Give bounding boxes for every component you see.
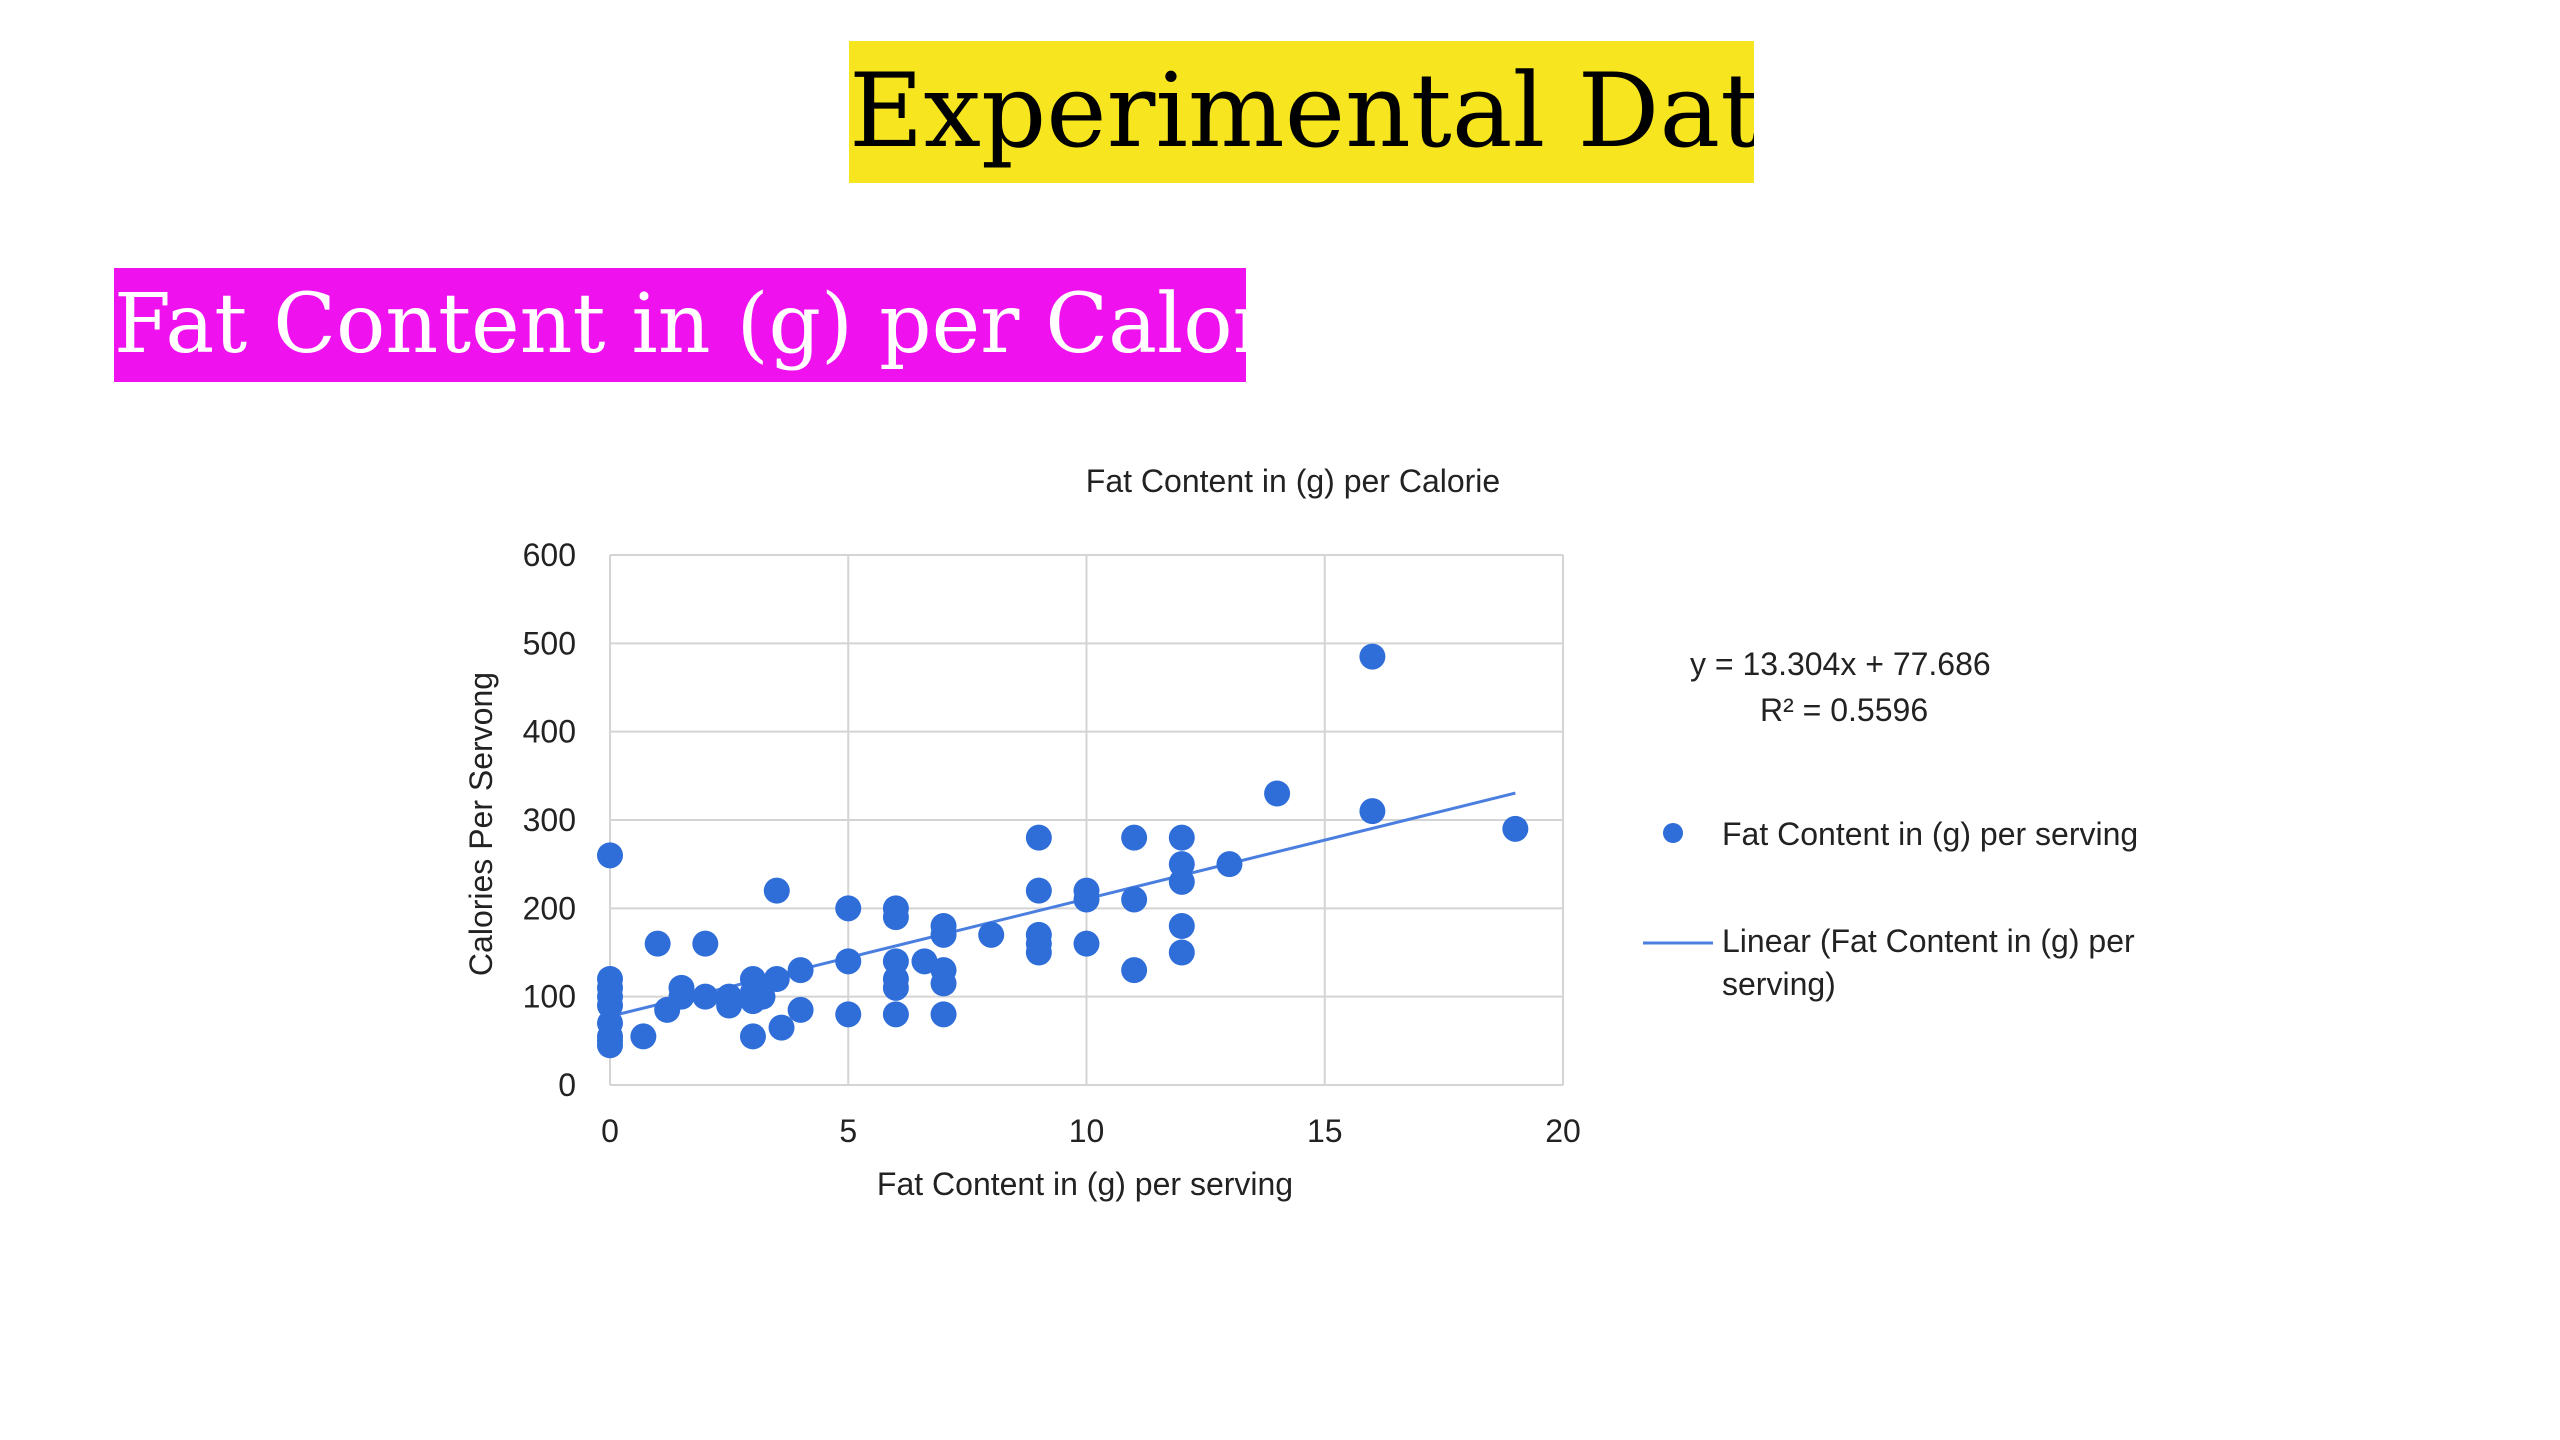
data-point [1025,877,1052,904]
legend-series-marker [1663,823,1683,843]
data-point [978,921,1005,948]
y-tick-label: 0 [558,1067,576,1103]
data-point [1359,643,1386,670]
data-point [787,996,814,1023]
data-point [739,1023,766,1050]
legend-trend-label-line1: Linear (Fat Content in (g) per [1722,923,2135,959]
data-point [716,992,743,1019]
data-point [692,930,719,957]
y-axis-label: Calories Per Servong [463,672,499,976]
data-point [1264,780,1291,807]
data-point [835,895,862,922]
data-point [930,970,957,997]
data-point [597,1032,623,1059]
data-point [749,983,776,1010]
data-point [1025,824,1052,851]
slide-title: Experimental Data [849,41,1754,183]
gridlines [609,554,1564,1086]
y-tick-label: 200 [523,890,576,926]
x-tick-label: 15 [1307,1113,1343,1149]
x-tick-label: 0 [601,1113,619,1149]
data-point [1168,913,1195,939]
data-point [1168,939,1195,966]
data-point [1121,824,1148,851]
data-point [763,877,790,904]
x-tick-label: 5 [839,1113,857,1149]
data-point [692,983,719,1010]
data-point [835,1001,862,1028]
data-point [930,921,957,948]
data-points [597,643,1529,1059]
data-point [882,904,909,931]
data-point [597,842,623,869]
y-tick-label: 500 [523,625,576,661]
tick-labels: 0 100 200 300 400 500 600 0 5 10 15 20 [523,537,1581,1149]
trend-equation: y = 13.304x + 77.686 [1690,646,1991,682]
y-tick-label: 600 [523,537,576,573]
data-point [882,1001,909,1028]
data-point [1025,939,1052,966]
legend-series-label: Fat Content in (g) per serving [1722,816,2138,852]
data-point [768,1014,795,1041]
data-point [1168,824,1195,851]
data-point [787,957,814,984]
data-point [1073,930,1100,957]
legend-trend-label-line2: serving) [1722,966,1836,1002]
data-point [1073,886,1100,913]
data-point [1502,815,1529,842]
x-axis-label: Fat Content in (g) per serving [877,1166,1293,1202]
data-point [835,948,862,975]
data-point [668,974,695,1001]
y-tick-label: 100 [523,979,576,1015]
data-point [630,1023,657,1050]
data-point [882,974,909,1001]
data-point [1168,868,1195,895]
slide-subtitle: Fat Content in (g) per Calorie [114,268,1246,382]
data-point [1216,851,1243,878]
data-point [930,1001,957,1028]
y-tick-label: 300 [523,802,576,838]
data-point [763,966,790,992]
x-tick-label: 10 [1069,1113,1105,1149]
data-point [1359,798,1386,825]
data-point [1121,886,1148,913]
data-point [644,930,671,957]
trend-r-squared: R² = 0.5596 [1760,692,1928,728]
y-tick-label: 400 [523,714,576,750]
data-point [1121,957,1148,984]
chart-title: Fat Content in (g) per Calorie [1086,463,1500,499]
x-tick-label: 20 [1545,1113,1581,1149]
